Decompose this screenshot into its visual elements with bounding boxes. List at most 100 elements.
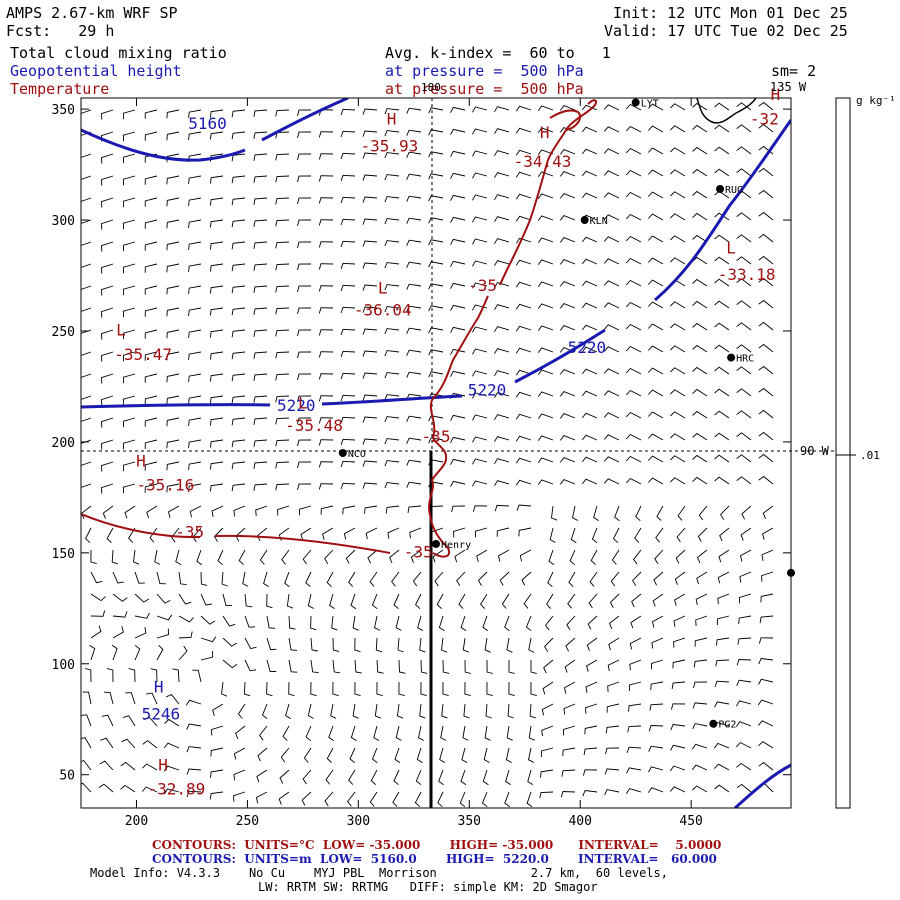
wind-barb bbox=[603, 214, 620, 221]
wind-barb bbox=[458, 593, 466, 609]
wind-barb bbox=[166, 373, 180, 383]
wind-barb bbox=[537, 215, 554, 222]
wind-barb bbox=[525, 615, 532, 632]
wind-barb bbox=[625, 367, 642, 375]
temp-contour-label: -33.18 bbox=[718, 265, 776, 284]
wind-barb bbox=[122, 153, 136, 164]
wind-barb bbox=[674, 571, 686, 585]
wind-barb bbox=[221, 571, 228, 587]
wind-barb bbox=[484, 725, 491, 741]
wind-barb bbox=[409, 527, 422, 539]
wind-barb bbox=[200, 651, 214, 661]
wind-barb bbox=[384, 174, 400, 181]
wind-barb bbox=[188, 219, 202, 229]
wind-barb bbox=[758, 762, 774, 771]
wind-barb bbox=[420, 659, 428, 674]
wind-barb bbox=[354, 659, 362, 674]
wind-barb bbox=[647, 257, 664, 265]
wind-barb bbox=[340, 218, 356, 226]
wind-barb bbox=[389, 549, 400, 564]
wind-barb bbox=[233, 791, 246, 802]
wind-barb bbox=[472, 348, 488, 355]
wind-barb bbox=[559, 457, 576, 463]
wind-barb bbox=[714, 366, 730, 375]
wind-barb bbox=[736, 454, 752, 463]
wind-barb bbox=[603, 412, 620, 419]
wind-barb bbox=[101, 263, 114, 274]
station-marker bbox=[631, 98, 640, 107]
wind-barb bbox=[310, 681, 317, 697]
wind-barb bbox=[419, 637, 426, 653]
wind-barb bbox=[696, 571, 708, 585]
wind-barb bbox=[235, 527, 246, 542]
wind-barb bbox=[459, 791, 466, 808]
wind-barb bbox=[200, 636, 217, 643]
wind-barb bbox=[537, 193, 554, 200]
wind-barb bbox=[209, 131, 224, 140]
wind-barb bbox=[134, 571, 145, 584]
wind-barb bbox=[112, 611, 128, 618]
wind-barb bbox=[515, 303, 532, 310]
wind-barb bbox=[714, 701, 730, 708]
wind-barb bbox=[603, 434, 620, 441]
wind-barb bbox=[670, 724, 686, 731]
wind-barb bbox=[209, 461, 224, 470]
wind-barb bbox=[581, 434, 598, 441]
wind-barb bbox=[450, 238, 466, 245]
colorbar-units: g kg⁻¹ bbox=[856, 94, 896, 107]
wind-barb bbox=[332, 659, 341, 674]
wind-barb bbox=[100, 737, 114, 749]
wind-barb bbox=[631, 593, 642, 608]
x-tick-label: 200 bbox=[125, 814, 148, 829]
station-label: KLN bbox=[590, 216, 608, 227]
wind-barb bbox=[692, 234, 708, 243]
wind-barb bbox=[477, 571, 488, 586]
wind-barb bbox=[428, 283, 444, 290]
wind-barb bbox=[144, 395, 158, 405]
wind-barb bbox=[253, 131, 268, 139]
wind-barb bbox=[231, 329, 246, 338]
wind-barb bbox=[437, 791, 444, 808]
wind-barb bbox=[343, 527, 356, 540]
wind-barb bbox=[297, 175, 312, 183]
wind-barb bbox=[670, 367, 686, 375]
wind-barb bbox=[454, 549, 466, 563]
wind-barb bbox=[406, 415, 422, 422]
wind-barb bbox=[472, 106, 488, 113]
wind-barb bbox=[144, 197, 158, 207]
wind-barb bbox=[164, 718, 180, 727]
wind-barb bbox=[499, 571, 510, 586]
wind-barb bbox=[144, 373, 158, 383]
wind-barb bbox=[651, 637, 664, 649]
wind-barb bbox=[581, 456, 598, 463]
wind-barb bbox=[406, 437, 422, 444]
wind-barb bbox=[651, 659, 664, 670]
wind-barb bbox=[472, 326, 488, 333]
wind-barb bbox=[530, 681, 537, 697]
wind-barb bbox=[233, 747, 246, 760]
wind-barb bbox=[713, 742, 730, 749]
stations: LYT RUG KLN HRC NCO Henry PG2 bbox=[338, 98, 795, 731]
wind-barb bbox=[302, 549, 312, 565]
wind-barb bbox=[559, 369, 576, 375]
wind-barb bbox=[603, 104, 620, 111]
wind-barb bbox=[297, 439, 312, 447]
wind-barb bbox=[209, 417, 224, 426]
wind-barb bbox=[325, 769, 334, 785]
wind-barb bbox=[654, 549, 664, 565]
wind-barb bbox=[758, 255, 774, 265]
station-marker bbox=[716, 184, 724, 193]
wind-barb bbox=[563, 703, 576, 715]
wind-barb bbox=[593, 505, 599, 521]
extremum-marker: L bbox=[298, 394, 308, 413]
wind-barb bbox=[231, 197, 246, 206]
wind-barb bbox=[395, 725, 402, 741]
wind-barb bbox=[735, 721, 752, 727]
wind-barb bbox=[625, 477, 642, 485]
wind-barb bbox=[484, 637, 491, 653]
wind-barb bbox=[540, 769, 554, 778]
wind-barb bbox=[670, 169, 686, 177]
wind-barb bbox=[144, 131, 158, 141]
wind-barb bbox=[305, 571, 312, 588]
